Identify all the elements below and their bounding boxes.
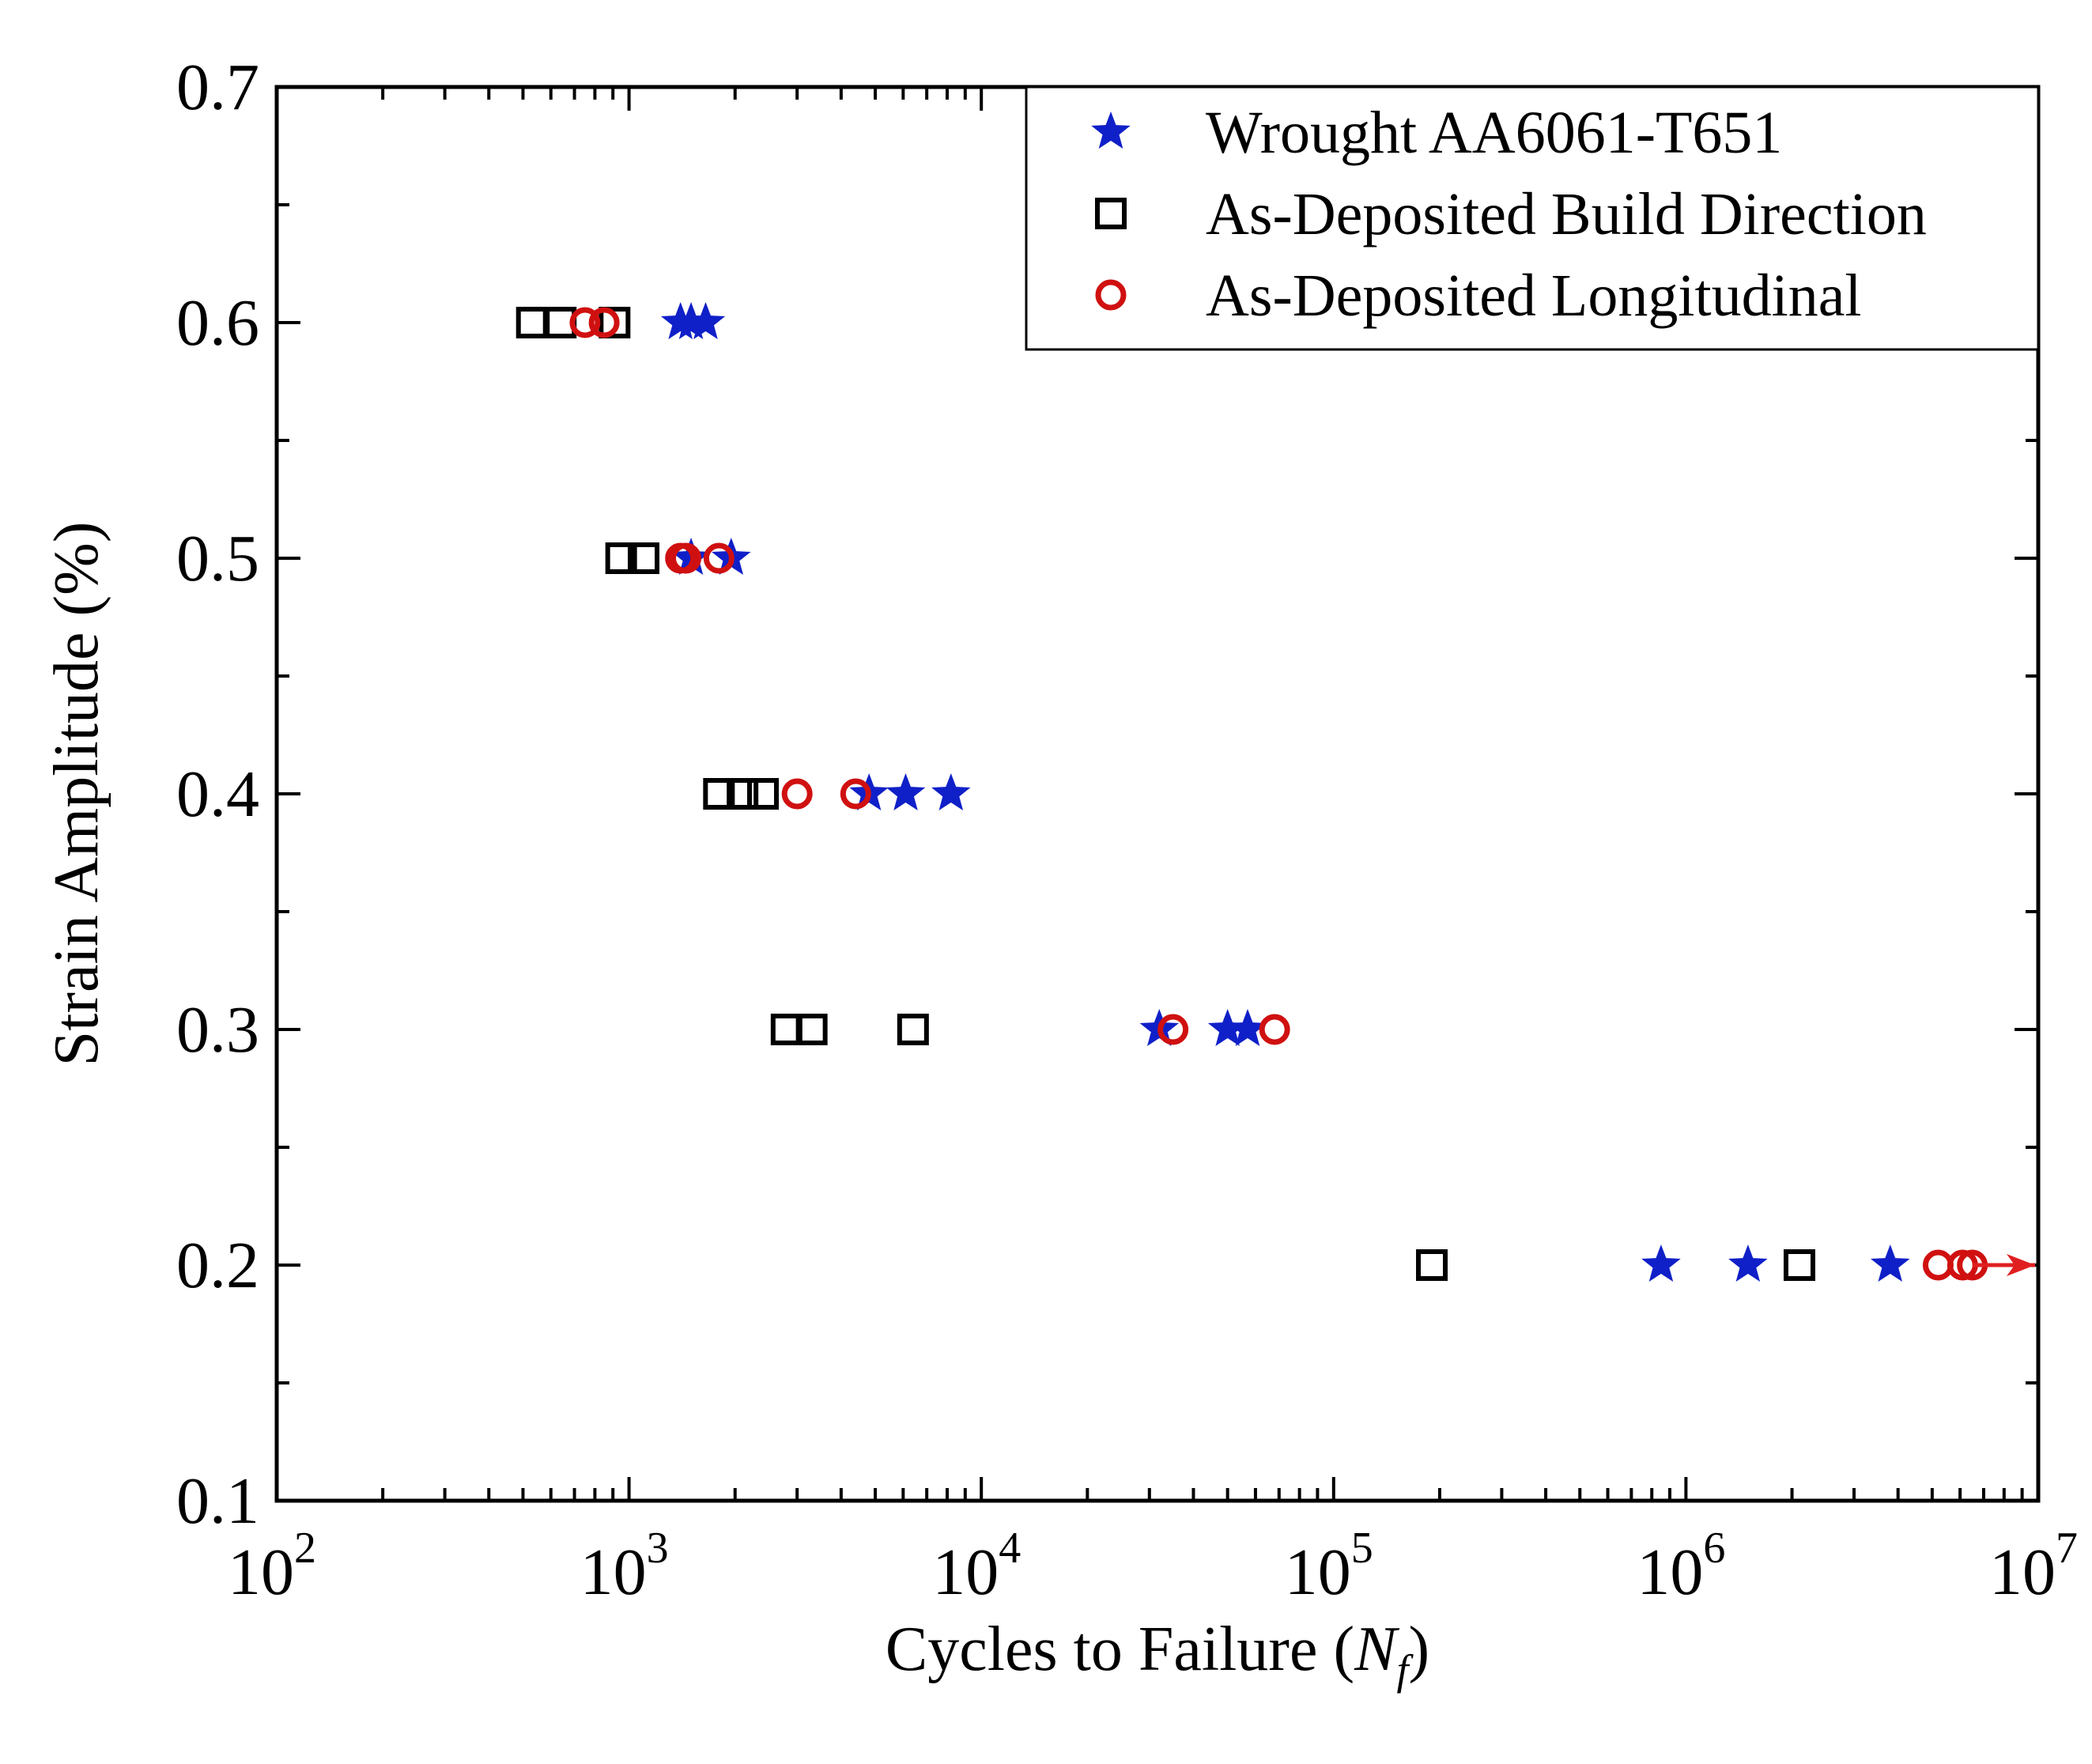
- data-point-circle: [588, 307, 620, 338]
- data-point-star: [1871, 1245, 1910, 1282]
- data-point-square: [727, 778, 759, 810]
- data-point-circle: [670, 542, 702, 574]
- x-tick-exponent: 3: [647, 1524, 669, 1573]
- legend-marker-star: [1091, 111, 1131, 149]
- runout-arrow-head: [2007, 1254, 2035, 1276]
- x-tick-labels: 102 103 104 105 106 107: [228, 1524, 2078, 1609]
- x-axis-title-symbol: N: [1354, 1615, 1400, 1684]
- x-tick-exponent: 5: [1351, 1524, 1373, 1573]
- x-tick-base: 10: [932, 1535, 999, 1609]
- x-tick-label: 102: [228, 1524, 316, 1609]
- legend-label: Wrought AA6061-T651: [1206, 100, 1782, 166]
- data-point-star: [1728, 1245, 1768, 1282]
- data-point-square: [599, 307, 631, 338]
- x-tick-base: 10: [580, 1535, 647, 1609]
- legend-marker-circle: [1095, 279, 1127, 311]
- data-point-star: [886, 773, 926, 810]
- legend-label: As-Deposited Build Direction: [1206, 181, 1927, 247]
- x-tick-label: 104: [932, 1524, 1021, 1609]
- data-point-square: [747, 778, 780, 810]
- data-point-star: [931, 773, 971, 810]
- data-point-star: [685, 302, 726, 339]
- x-tick-exponent: 2: [294, 1524, 316, 1573]
- x-tick-exponent: 6: [1703, 1524, 1725, 1573]
- y-tick-label: 0.4: [176, 757, 259, 831]
- data-point-square: [628, 542, 660, 574]
- x-tick-base: 10: [1637, 1535, 1703, 1609]
- data-point-circle: [703, 542, 734, 574]
- data-point-circle: [1157, 1014, 1189, 1045]
- x-tick-label: 103: [580, 1524, 669, 1609]
- data-point-square: [1416, 1249, 1448, 1281]
- data-point-circle: [569, 307, 601, 338]
- x-tick-exponent: 4: [999, 1524, 1021, 1573]
- data-point-square: [515, 307, 548, 338]
- data-point-star: [1207, 1009, 1248, 1046]
- y-tick-label: 0.5: [176, 522, 259, 595]
- y-tick-label: 0.6: [176, 286, 259, 360]
- data-point-circle: [1922, 1249, 1954, 1281]
- data-point-square: [795, 1014, 828, 1045]
- x-axis-title-suffix: ): [1408, 1615, 1429, 1684]
- x-tick-label: 106: [1637, 1524, 1725, 1609]
- legend: Wrought AA6061-T651 As-Deposited Build Di…: [1025, 85, 2040, 351]
- data-point-square: [1783, 1249, 1815, 1281]
- y-tick-label: 0.1: [176, 1464, 259, 1538]
- data-point-circle: [781, 778, 813, 810]
- x-tick-base: 10: [1989, 1535, 2056, 1609]
- x-axis-title-prefix: Cycles to Failure (: [886, 1615, 1354, 1684]
- x-tick-base: 10: [228, 1535, 294, 1609]
- y-tick-label: 0.2: [176, 1229, 259, 1302]
- legend-label: As-Deposited Longitudinal: [1206, 263, 1862, 329]
- data-points: [515, 302, 2035, 1282]
- x-tick-label: 105: [1285, 1524, 1373, 1609]
- data-point-star: [1641, 1245, 1681, 1282]
- data-point-circle: [1259, 1014, 1290, 1045]
- data-point-circle: [840, 778, 871, 810]
- y-tick-label: 0.3: [176, 993, 259, 1067]
- x-tick-label: 107: [1989, 1524, 2078, 1609]
- data-point-square: [605, 542, 637, 574]
- legend-marker-square: [1095, 198, 1127, 229]
- data-point-square: [897, 1014, 929, 1045]
- legend-box: [1025, 85, 2040, 351]
- x-tick-base: 10: [1285, 1535, 1351, 1609]
- y-axis-title: Strain Amplitude (%): [42, 522, 111, 1067]
- y-tick-label: 0.7: [176, 51, 259, 124]
- x-axis-title: Cycles to Failure (Nf): [886, 1615, 1429, 1694]
- data-point-square: [703, 778, 735, 810]
- y-tick-labels: 0.1 0.2 0.3 0.4 0.5 0.6 0.7: [176, 51, 259, 1538]
- data-point-star: [1228, 1009, 1267, 1046]
- data-point-star: [671, 302, 711, 339]
- x-tick-exponent: 7: [2056, 1524, 2078, 1573]
